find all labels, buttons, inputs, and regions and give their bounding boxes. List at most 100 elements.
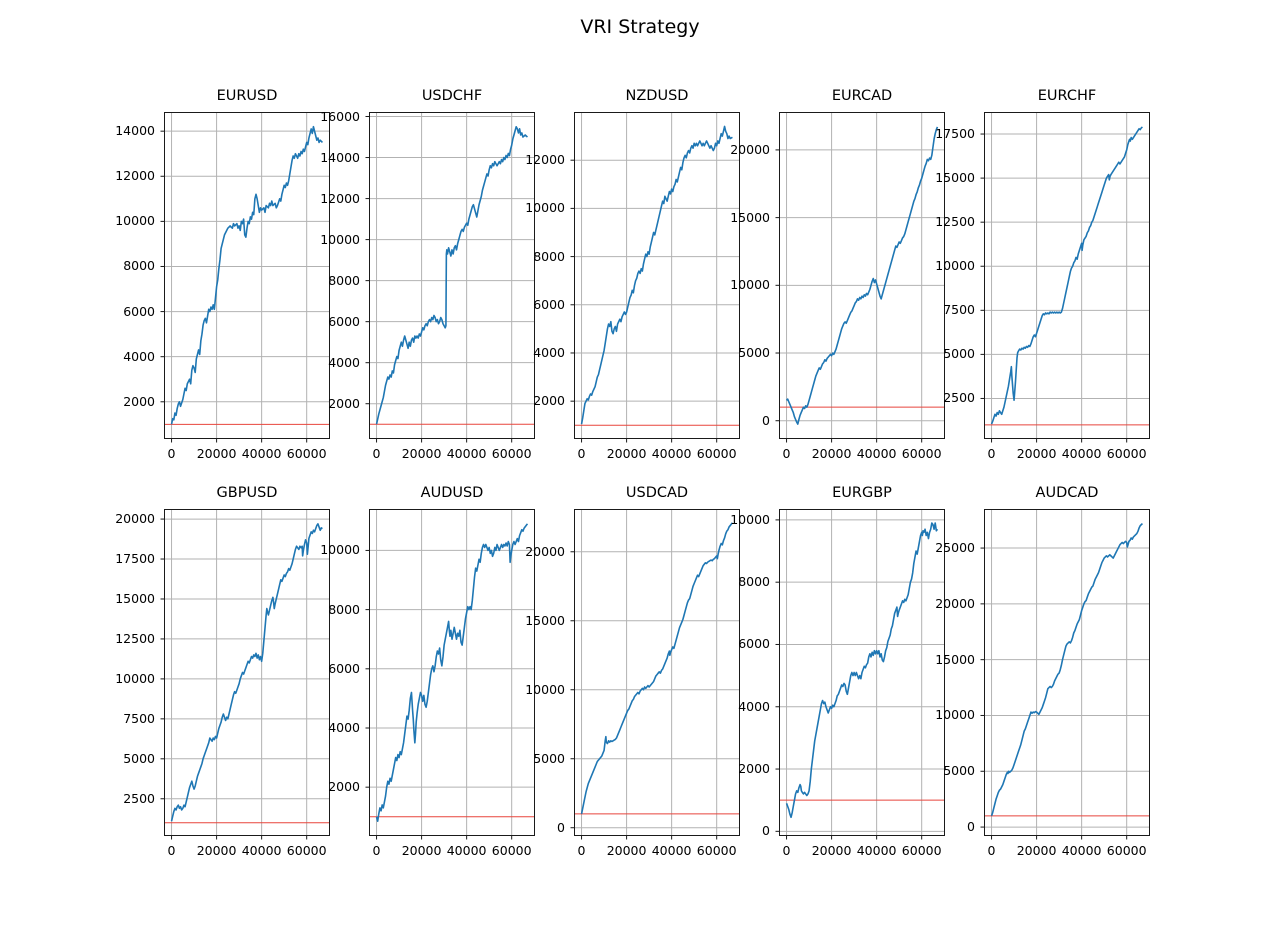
x-tick-label: 60000 — [1106, 843, 1147, 858]
plot-svg — [570, 509, 740, 840]
plot-svg — [775, 112, 945, 443]
y-tick-label: 8000 — [738, 574, 770, 590]
x-tick-label: 0 — [987, 843, 996, 858]
y-tick-label: 4000 — [328, 354, 360, 370]
y-tick-label: 15000 — [730, 209, 770, 225]
y-tick-label: 5000 — [738, 345, 770, 361]
y-tick-label: 2500 — [943, 390, 975, 406]
equity-line-audcad — [990, 522, 1144, 817]
y-tick-label: 12500 — [115, 630, 155, 646]
y-tick-label: 12000 — [320, 190, 360, 206]
x-tick-label: 60000 — [696, 446, 737, 461]
y-tick-label: 15000 — [935, 651, 975, 667]
y-tick-label: 7500 — [123, 710, 155, 726]
axes-border — [164, 509, 330, 836]
plot-area-eurchf — [980, 112, 1150, 443]
y-tick-label: 0 — [557, 819, 565, 835]
x-tick-label: 20000 — [606, 446, 647, 461]
y-tick-label: 7500 — [943, 302, 975, 318]
x-tick-label: 20000 — [1016, 843, 1057, 858]
y-tick-label: 0 — [967, 819, 975, 835]
x-tick-label: 40000 — [241, 446, 282, 461]
y-tick-label: 10000 — [525, 200, 565, 216]
y-tick-label: 14000 — [320, 149, 360, 165]
y-tick-label: 0 — [762, 823, 770, 839]
x-tick-label: 40000 — [446, 446, 487, 461]
axes-border — [779, 112, 945, 439]
equity-line-usdcad — [580, 522, 734, 815]
subplot-title-eurcad: EURCAD — [831, 88, 893, 104]
y-tick-label: 10000 — [935, 258, 975, 274]
x-tick-label: 0 — [987, 446, 996, 461]
subplot-title-eurusd: EURUSD — [216, 88, 278, 104]
y-tick-label: 12500 — [935, 214, 975, 230]
y-tick-label: 4000 — [123, 348, 155, 364]
plot-area-gbpusd — [160, 509, 330, 840]
y-tick-label: 5000 — [123, 750, 155, 766]
axes-border — [574, 509, 740, 836]
x-tick-label: 20000 — [811, 843, 852, 858]
y-tick-label: 4000 — [738, 698, 770, 714]
equity-line-eurgbp — [785, 522, 939, 819]
equity-line-nzdusd — [580, 125, 733, 425]
x-tick-label: 60000 — [1106, 446, 1147, 461]
plot-area-usdcad — [570, 509, 740, 840]
x-tick-label: 0 — [372, 446, 381, 461]
y-tick-label: 2000 — [738, 761, 770, 777]
axes-border — [984, 112, 1150, 439]
y-tick-label: 14000 — [115, 123, 155, 139]
equity-line-gbpusd — [170, 523, 323, 822]
x-tick-label: 0 — [167, 843, 176, 858]
y-tick-label: 6000 — [328, 660, 360, 676]
y-tick-label: 10000 — [115, 670, 155, 686]
x-tick-label: 40000 — [1061, 843, 1102, 858]
plot-area-eurusd — [160, 112, 330, 443]
plot-svg — [160, 509, 330, 840]
y-tick-label: 20000 — [935, 595, 975, 611]
plot-area-eurgbp — [775, 509, 945, 840]
y-tick-label: 5000 — [943, 346, 975, 362]
y-tick-label: 10000 — [935, 707, 975, 723]
y-tick-label: 20000 — [730, 141, 770, 157]
x-tick-label: 20000 — [196, 843, 237, 858]
x-tick-label: 0 — [167, 446, 176, 461]
subplot-title-audusd: AUDUSD — [420, 485, 484, 501]
y-tick-label: 6000 — [533, 296, 565, 312]
x-tick-label: 60000 — [491, 446, 532, 461]
y-tick-label: 12000 — [115, 168, 155, 184]
y-tick-label: 4000 — [328, 719, 360, 735]
y-tick-label: 25000 — [935, 540, 975, 556]
subplot-title-nzdusd: NZDUSD — [625, 88, 689, 104]
equity-line-eurcad — [785, 126, 939, 425]
x-tick-label: 0 — [577, 843, 586, 858]
x-tick-label: 60000 — [286, 843, 327, 858]
plot-area-audcad — [980, 509, 1150, 840]
y-tick-label: 20000 — [525, 543, 565, 559]
y-tick-label: 10000 — [525, 681, 565, 697]
y-tick-label: 0 — [762, 412, 770, 428]
x-tick-label: 40000 — [856, 843, 897, 858]
equity-line-audusd — [375, 523, 529, 823]
axes-border — [369, 509, 535, 836]
y-tick-label: 15000 — [525, 612, 565, 628]
x-tick-label: 60000 — [491, 843, 532, 858]
y-tick-label: 8000 — [328, 272, 360, 288]
x-tick-label: 40000 — [651, 446, 692, 461]
y-tick-label: 2000 — [328, 395, 360, 411]
y-tick-label: 2000 — [328, 779, 360, 795]
y-tick-label: 6000 — [123, 303, 155, 319]
subplot-title-eurgbp: EURGBP — [832, 485, 892, 501]
x-tick-label: 40000 — [1061, 446, 1102, 461]
plot-svg — [570, 112, 740, 443]
y-tick-label: 16000 — [320, 108, 360, 124]
y-tick-label: 17500 — [115, 551, 155, 567]
y-tick-label: 15000 — [935, 170, 975, 186]
subplot-title-audcad: AUDCAD — [1035, 485, 1099, 501]
y-tick-label: 10000 — [730, 277, 770, 293]
y-tick-label: 20000 — [115, 511, 155, 527]
equity-line-eurchf — [990, 126, 1143, 425]
equity-line-usdchf — [375, 125, 528, 425]
x-tick-label: 20000 — [1016, 446, 1057, 461]
subplot-title-usdchf: USDCHF — [421, 88, 483, 104]
